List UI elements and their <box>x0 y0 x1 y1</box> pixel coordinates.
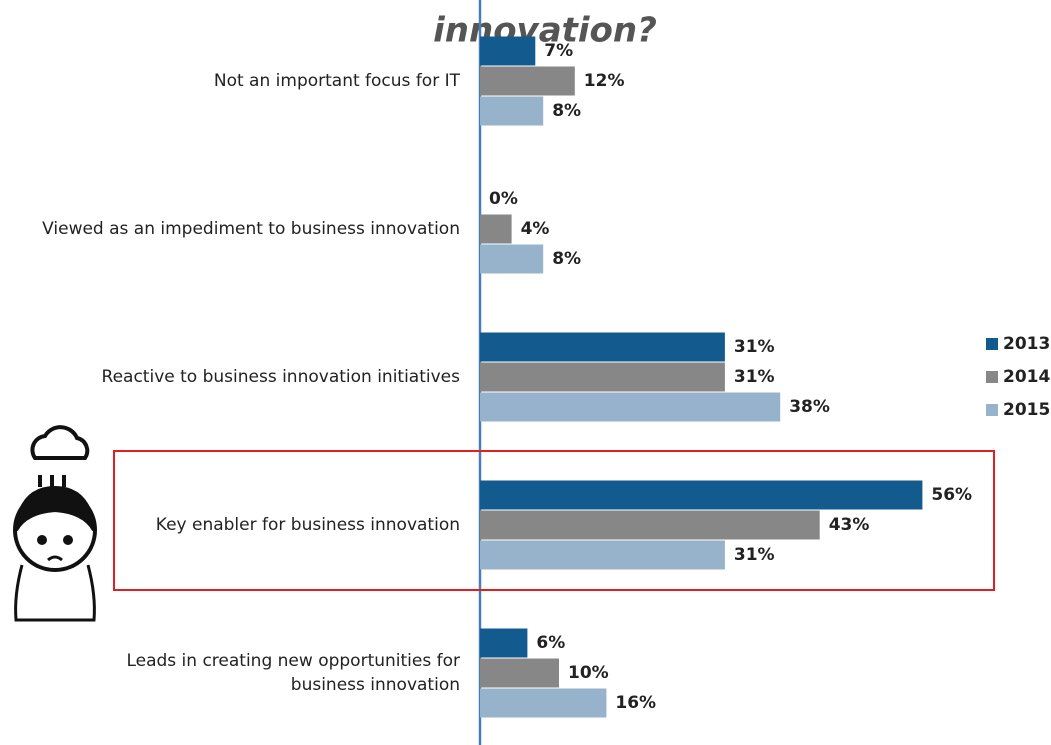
value-label: 7% <box>544 41 573 61</box>
bar <box>480 480 923 510</box>
value-label: 10% <box>568 663 609 683</box>
category-label: Viewed as an impediment to business inno… <box>42 219 460 239</box>
bar <box>480 244 544 274</box>
value-label: 31% <box>734 337 775 357</box>
legend-label: 2014 <box>1003 367 1050 387</box>
value-label: 31% <box>734 367 775 387</box>
bar <box>480 658 559 688</box>
bar <box>480 540 725 570</box>
value-label: 8% <box>552 249 581 269</box>
category-label: Leads in creating new opportunities for … <box>126 651 460 695</box>
category-label: Not an important focus for IT <box>213 71 460 91</box>
legend-swatch <box>986 371 998 383</box>
category-label: Key enabler for business innovation <box>155 515 460 535</box>
legend-label: 2015 <box>1003 400 1050 420</box>
value-label: 43% <box>829 515 870 535</box>
bar <box>480 36 536 66</box>
value-label: 38% <box>789 397 830 417</box>
value-label: 31% <box>734 545 775 565</box>
bar <box>480 96 544 126</box>
legend-label: 2013 <box>1003 334 1050 354</box>
bar <box>480 214 512 244</box>
bar <box>480 332 725 362</box>
bar <box>480 510 820 540</box>
category-label: Reactive to business innovation initiati… <box>101 367 460 387</box>
bar <box>480 392 781 422</box>
legend-swatch <box>986 404 998 416</box>
bar <box>480 688 607 718</box>
chart-title: innovation? <box>433 11 657 51</box>
value-label: 0% <box>489 189 518 209</box>
value-label: 6% <box>536 633 565 653</box>
value-label: 8% <box>552 101 581 121</box>
value-label: 12% <box>584 71 625 91</box>
sad-figure <box>13 425 97 622</box>
value-label: 4% <box>521 219 550 239</box>
bar <box>480 628 528 658</box>
highlight-box <box>113 450 995 591</box>
bar <box>480 66 575 96</box>
legend-swatch <box>986 338 998 350</box>
value-label: 16% <box>615 693 656 713</box>
value-label: 56% <box>931 485 972 505</box>
bar <box>480 362 725 392</box>
